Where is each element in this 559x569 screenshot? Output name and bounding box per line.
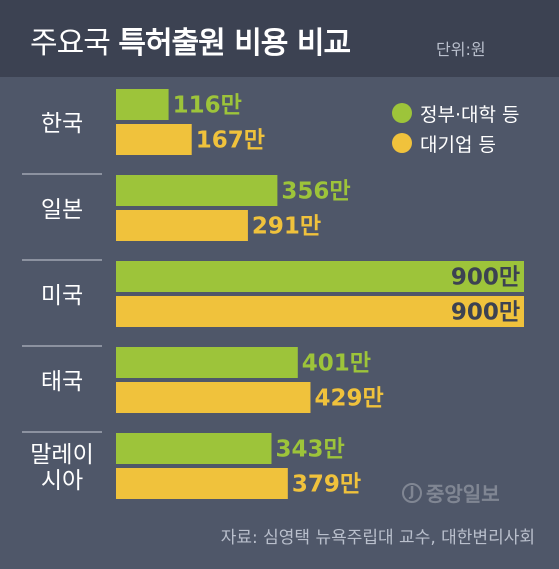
joongang-watermark: J 중앙일보 xyxy=(402,478,500,507)
legend-item-enterprise: 대기업 등 xyxy=(392,128,519,158)
legend-item-government: 정부·대학 등 xyxy=(392,98,519,128)
data-label: 900만 xyxy=(451,300,520,326)
category-label: 한국 xyxy=(41,111,83,137)
legend-swatch-enterprise xyxy=(392,133,412,153)
source-note: 자료: 심영택 뉴욕주립대 교수, 대한변리사회 xyxy=(220,528,535,548)
unit-label: 단위:원 xyxy=(436,40,486,59)
bar xyxy=(116,261,524,292)
category-label: 말레이 xyxy=(30,442,93,468)
data-label: 900만 xyxy=(451,265,520,291)
legend: 정부·대학 등 대기업 등 xyxy=(392,98,519,158)
chart-title-light: 주요국 xyxy=(30,26,111,61)
watermark-logo-icon: J xyxy=(402,482,422,503)
bar xyxy=(116,468,288,499)
watermark-text: 중앙일보 xyxy=(426,482,500,506)
legend-swatch-government xyxy=(392,103,412,123)
bar xyxy=(116,175,278,206)
data-label: 429만 xyxy=(314,386,383,412)
data-label: 401만 xyxy=(302,351,371,377)
data-label: 116만 xyxy=(173,93,242,119)
category-label: 일본 xyxy=(41,197,83,223)
bar xyxy=(116,382,311,413)
data-label: 379만 xyxy=(292,472,361,498)
data-label: 291만 xyxy=(252,214,321,240)
legend-label-government: 정부·대학 등 xyxy=(420,103,520,126)
data-label: 356만 xyxy=(281,179,350,205)
chart-title: 주요국 특허출원 비용 비교 xyxy=(30,18,351,62)
bar xyxy=(116,124,192,155)
bar xyxy=(116,433,272,464)
bar xyxy=(116,210,248,241)
data-label: 343만 xyxy=(275,437,344,463)
bar xyxy=(116,296,524,327)
category-label: 태국 xyxy=(41,369,83,395)
bar xyxy=(116,89,169,120)
data-label: 167만 xyxy=(196,128,265,154)
category-label: 시아 xyxy=(41,468,83,494)
bar xyxy=(116,347,298,378)
chart-title-bold: 특허출원 비용 비교 xyxy=(118,26,351,61)
category-label: 미국 xyxy=(41,283,83,309)
legend-label-enterprise: 대기업 등 xyxy=(420,133,496,156)
title-bar: 주요국 특허출원 비용 비교 단위:원 xyxy=(0,0,559,77)
